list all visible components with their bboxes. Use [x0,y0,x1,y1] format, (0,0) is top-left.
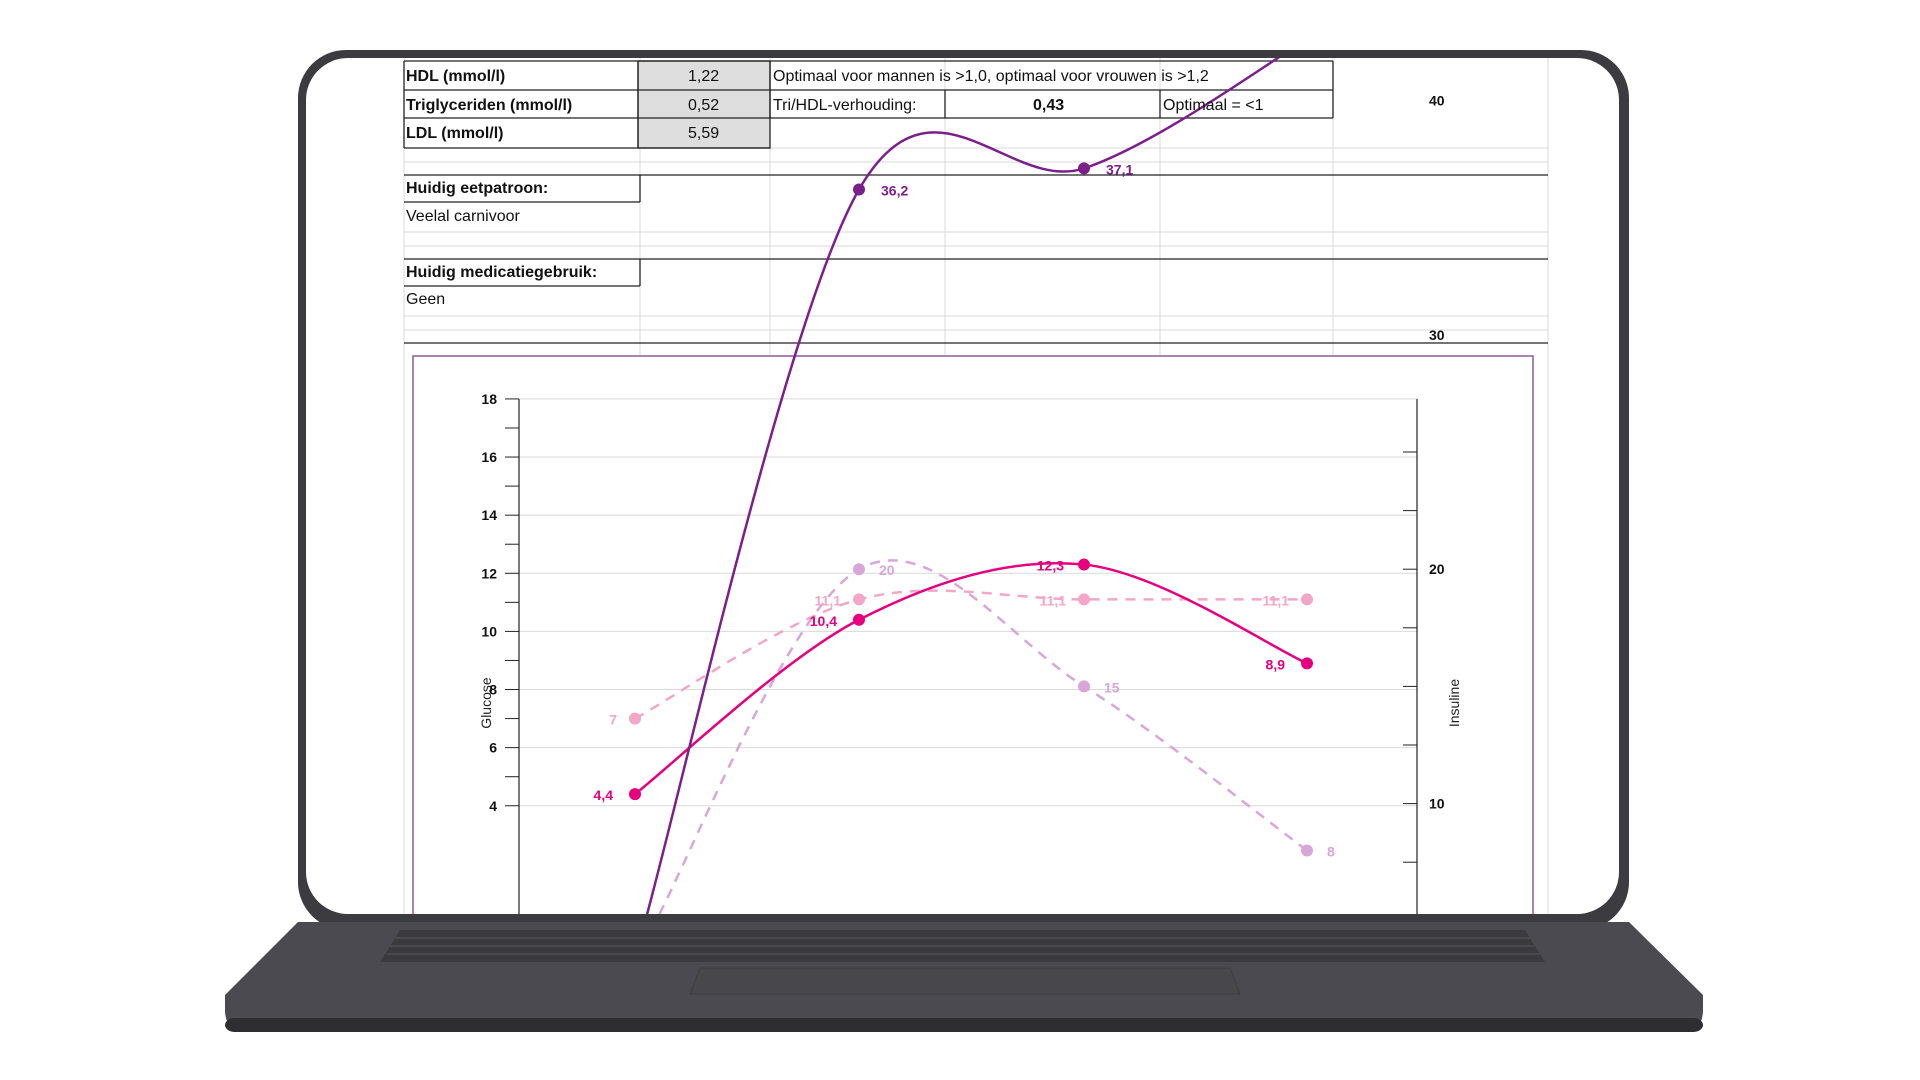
series-1-point [629,788,641,801]
series-1-data-label: 8,9 [1266,656,1286,672]
y-left-tick-label: 8 [489,682,497,698]
eetpatroon-value[interactable]: Veelal carnivoor [406,208,520,225]
y-left-tick-label: 12 [481,565,497,581]
series-2-point [1078,162,1090,175]
y-right-tick-label: 20 [1429,561,1445,577]
ldl-value[interactable]: 5,59 [688,125,720,142]
series-2-data-label: 37,1 [1106,161,1133,177]
hdl-note: Optimaal voor mannen is >1,0, optimaal v… [773,68,1209,85]
series-4-data-label: 15 [1104,679,1120,695]
chart-glucose-insuline: 46810121416181020304050GlucoseInsuline71… [478,58,1462,914]
series-3-data-label: 11,1 [1263,592,1290,608]
series-1-data-label: 12,3 [1037,558,1064,574]
y-left-tick-label: 6 [489,740,497,756]
tri-hdl-ratio-label: Tri/HDL-verhouding: [773,97,917,114]
spreadsheet-borders [403,60,1548,344]
laptop-base [225,922,1703,1032]
tri-hdl-ratio-note: Optimaal = <1 [1163,97,1264,114]
trackpad [689,967,1241,995]
y-left-tick-label: 10 [481,623,497,639]
series-1-point [1301,657,1313,670]
keyboard-keys [386,937,1540,955]
series-3-point [853,593,865,606]
series-3-point [629,712,641,725]
series-3-line [634,589,1307,720]
series-2-data-label: 36,2 [881,182,908,198]
series-3-data-label: 11,1 [815,592,842,608]
y-left-axis-title: Glucose [478,677,494,729]
series-1-point [853,613,865,626]
series-1-data-label: 4,4 [594,787,614,803]
series-4-data-label: 8 [1327,843,1335,859]
series-2-point [853,183,865,196]
y-right-tick-label: 10 [1429,796,1445,812]
y-right-tick-label: 30 [1429,327,1445,343]
hdl-label: HDL (mmol/l) [406,68,506,85]
hdl-value[interactable]: 1,22 [688,68,720,85]
y-left-tick-label: 4 [489,798,497,814]
chart-frame [412,355,1534,914]
medicatie-value[interactable]: Geen [406,291,446,308]
series-3-point [1078,593,1090,606]
laptop-screen: 46810121416181020304050GlucoseInsuline71… [306,58,1619,914]
triglyceriden-value[interactable]: 0,52 [688,97,720,114]
series-3-point [1301,593,1313,606]
y-left-tick-label: 16 [481,449,497,465]
y-right-tick-label: 40 [1429,92,1445,108]
series-3-data-label: 11,1 [1040,592,1067,608]
spreadsheet-view: 46810121416181020304050GlucoseInsuline71… [403,58,1549,914]
series-4-point [1078,680,1090,693]
y-left-tick-label: 18 [481,391,497,407]
eetpatroon-header: Huidig eetpatroon: [406,180,549,197]
series-1-line [634,562,1308,796]
tri-hdl-ratio-value[interactable]: 0,43 [1033,97,1065,114]
medicatie-header: Huidig medicatiegebruik: [406,264,598,281]
series-4-line [658,559,1308,914]
series-4-point [853,563,865,576]
series-1-point [1078,558,1090,571]
y-left-tick-label: 14 [481,507,497,523]
series-4-point [1301,844,1313,857]
series-3-data-label: 7 [609,712,617,728]
series-4-data-label: 20 [879,562,895,578]
ldl-label: LDL (mmol/l) [406,125,504,142]
series-1-data-label: 10,4 [810,613,837,629]
series-2-line [645,58,1281,914]
triglyceriden-label: Triglyceriden (mmol/l) [406,97,573,114]
y-right-axis-title: Insuline [1446,679,1462,727]
